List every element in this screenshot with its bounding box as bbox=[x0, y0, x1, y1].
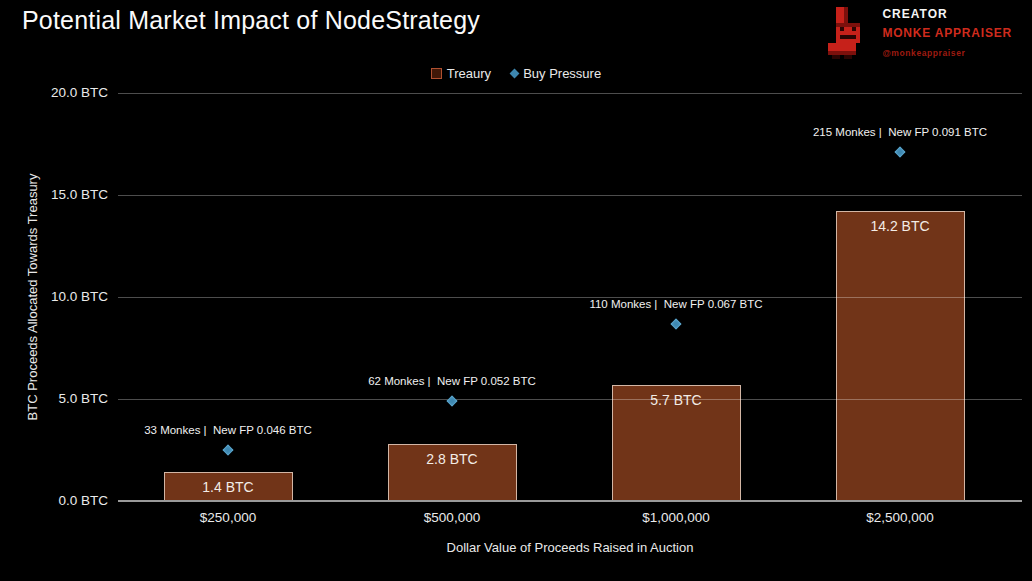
y-tick-label: 15.0 BTC bbox=[0, 187, 108, 202]
page-title: Potential Market Impact of NodeStrategy bbox=[22, 6, 480, 35]
legend-label-buy-pressure: Buy Pressure bbox=[523, 66, 601, 81]
buy-pressure-point bbox=[894, 146, 905, 157]
creator-label: CREATOR bbox=[882, 7, 1012, 21]
x-tick-label: $250,000 bbox=[116, 510, 340, 525]
x-axis-line bbox=[118, 500, 1022, 502]
treasury-bar bbox=[836, 211, 965, 501]
creator-name: MONKE APPRAISER bbox=[882, 26, 1012, 40]
y-tick-label: 5.0 BTC bbox=[0, 391, 108, 406]
annotation-label: 110 Monkes | New FP 0.067 BTC bbox=[506, 298, 846, 310]
y-tick-label: 0.0 BTC bbox=[0, 493, 108, 508]
x-tick-label: $2,500,000 bbox=[788, 510, 1012, 525]
buy-pressure-point bbox=[446, 395, 457, 406]
gridline bbox=[118, 195, 1022, 196]
creator-block: CREATOR MONKE APPRAISER @monkeappraiser bbox=[824, 7, 1012, 59]
x-axis-title: Dollar Value of Proceeds Raised in Aucti… bbox=[118, 540, 1022, 555]
gridline bbox=[118, 93, 1022, 94]
legend-item-treasury: Treaury bbox=[431, 66, 491, 81]
buy-pressure-legend-marker-icon bbox=[510, 69, 520, 79]
buy-pressure-point bbox=[670, 318, 681, 329]
bar-value-label: 14.2 BTC bbox=[836, 218, 965, 234]
legend-item-buy-pressure: Buy Pressure bbox=[511, 66, 601, 81]
x-tick-label: $1,000,000 bbox=[564, 510, 788, 525]
chart-legend: Treaury Buy Pressure bbox=[0, 66, 1032, 81]
bar-value-label: 1.4 BTC bbox=[164, 479, 293, 495]
gridline bbox=[118, 399, 1022, 400]
bar-value-label: 2.8 BTC bbox=[388, 451, 517, 467]
annotation-label: 215 Monkes | New FP 0.091 BTC bbox=[730, 126, 1032, 138]
buy-pressure-point bbox=[222, 444, 233, 455]
treasury-legend-marker-icon bbox=[431, 68, 442, 79]
legend-label-treasury: Treaury bbox=[447, 66, 491, 81]
bar-value-label: 5.7 BTC bbox=[612, 392, 741, 408]
y-tick-label: 20.0 BTC bbox=[0, 85, 108, 100]
x-tick-label: $500,000 bbox=[340, 510, 564, 525]
annotation-label: 62 Monkes | New FP 0.052 BTC bbox=[282, 375, 622, 387]
monke-appraiser-logo-icon bbox=[824, 7, 868, 59]
annotation-label: 33 Monkes | New FP 0.046 BTC bbox=[58, 424, 398, 436]
y-tick-label: 10.0 BTC bbox=[0, 289, 108, 304]
creator-handle: @monkeappraiser bbox=[882, 48, 1012, 58]
